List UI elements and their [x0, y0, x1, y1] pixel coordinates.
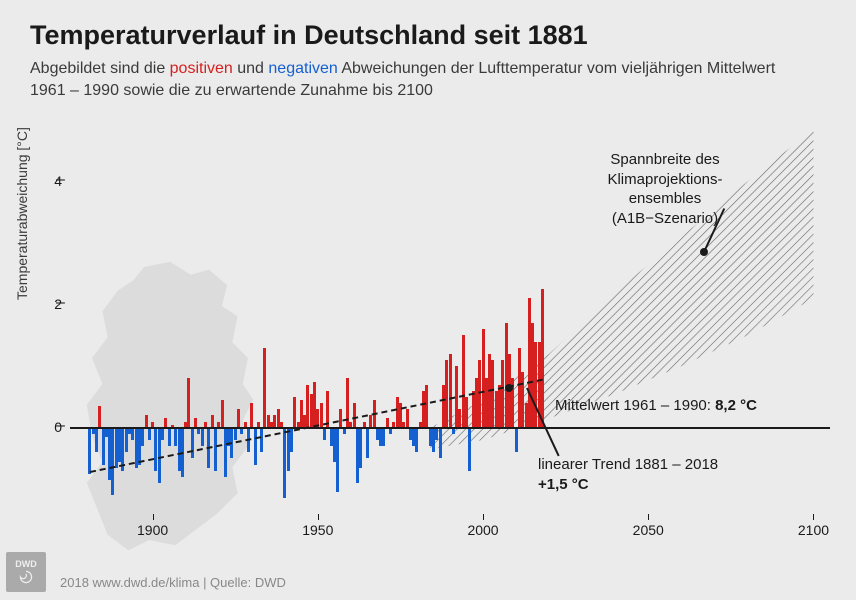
- ytick-mark: –: [56, 294, 65, 312]
- temperature-bar: [468, 428, 471, 471]
- temperature-bar: [515, 428, 518, 453]
- footer-text: 2018 www.dwd.de/klima | Quelle: DWD: [60, 575, 286, 590]
- temperature-bar: [148, 428, 151, 440]
- temperature-bar: [449, 354, 452, 428]
- ytick-mark: –: [56, 171, 65, 189]
- temperature-bar: [323, 428, 326, 440]
- subtitle-pre: Abgebildet sind die: [30, 60, 170, 77]
- temperature-bar: [191, 428, 194, 459]
- zero-line: [70, 427, 830, 429]
- annotation-trend: linearer Trend 1881 – 2018 +1,5 °C: [538, 455, 718, 494]
- xtick-label: 1950: [298, 522, 338, 538]
- temperature-bar: [214, 428, 217, 471]
- xtick-mark: [648, 514, 649, 520]
- temperature-bar: [439, 428, 442, 459]
- temperature-bar: [465, 397, 468, 428]
- xtick-mark: [318, 514, 319, 520]
- xtick-label: 2050: [628, 522, 668, 538]
- temperature-bar: [541, 289, 544, 427]
- xtick-mark: [813, 514, 814, 520]
- temperature-bar: [237, 409, 240, 427]
- temperature-bar: [254, 428, 257, 465]
- temperature-bar: [250, 403, 253, 428]
- y-axis-label: Temperaturabweichung [°C]: [14, 127, 30, 300]
- temperature-bar: [88, 428, 91, 474]
- annotation-mittelwert: Mittelwert 1961 – 1990: 8,2 °C: [555, 396, 757, 416]
- temperature-bar: [234, 428, 237, 440]
- dwd-text: DWD: [15, 559, 37, 569]
- temperature-bar: [201, 428, 204, 446]
- chart-subtitle: Abgebildet sind die positiven und negati…: [30, 58, 790, 103]
- xtick-label: 2100: [793, 522, 833, 538]
- temperature-bar: [406, 409, 409, 427]
- temperature-bar: [425, 385, 428, 428]
- temperature-bar: [359, 428, 362, 468]
- temperature-bar: [366, 428, 369, 459]
- temperature-bar: [95, 428, 98, 453]
- temperature-bar: [336, 428, 339, 493]
- subtitle-positive: positiven: [170, 60, 233, 77]
- swirl-icon: [18, 569, 34, 585]
- temperature-bar: [98, 406, 101, 428]
- temperature-bar: [221, 400, 224, 428]
- xtick-label: 1900: [133, 522, 173, 538]
- mittelwert-text: Mittelwert 1961 – 1990:: [555, 397, 715, 414]
- xtick-label: 2000: [463, 522, 503, 538]
- temperature-bar: [168, 428, 171, 446]
- ytick-mark: –: [56, 417, 65, 435]
- temperature-bar: [260, 428, 263, 453]
- dwd-logo: DWD: [6, 552, 46, 592]
- temperature-bar: [187, 378, 190, 427]
- temperature-bar: [353, 403, 356, 428]
- trend-text: linearer Trend 1881 – 2018: [538, 456, 718, 473]
- temperature-bar: [382, 428, 385, 446]
- chart-title: Temperaturverlauf in Deutschland seit 18…: [30, 20, 588, 51]
- temperature-bar: [141, 428, 144, 446]
- subtitle-negative: negativen: [268, 60, 337, 77]
- xtick-mark: [483, 514, 484, 520]
- temperature-bar: [161, 428, 164, 440]
- xtick-mark: [153, 514, 154, 520]
- subtitle-mid: und: [233, 60, 269, 77]
- trend-value: +1,5 °C: [538, 476, 589, 493]
- mittelwert-value: 8,2 °C: [715, 397, 757, 414]
- temperature-bar: [415, 428, 418, 453]
- annotation-projection: Spannbreite des Klimaprojektions- ensemb…: [585, 150, 745, 228]
